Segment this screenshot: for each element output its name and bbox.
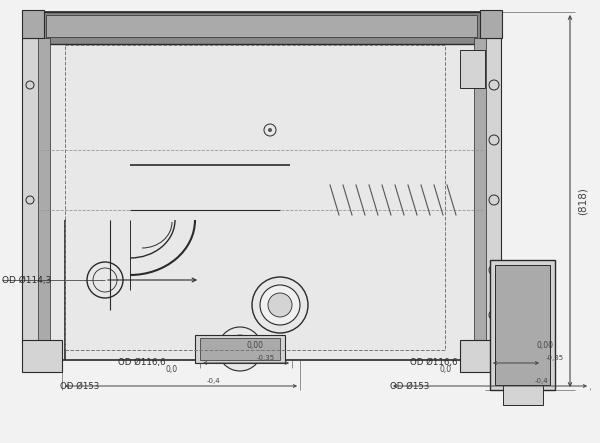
Bar <box>483 38 501 343</box>
Text: OD Ø116,6: OD Ø116,6 <box>410 358 458 368</box>
Bar <box>38 12 485 360</box>
Circle shape <box>268 128 272 132</box>
Circle shape <box>260 285 300 325</box>
Bar <box>474 38 486 343</box>
Bar <box>460 50 485 88</box>
Text: 0,00: 0,00 <box>536 341 554 350</box>
Circle shape <box>510 283 534 307</box>
Circle shape <box>514 312 530 328</box>
Text: OD Ø153: OD Ø153 <box>390 381 430 390</box>
Circle shape <box>226 335 254 363</box>
Bar <box>464 67 480 77</box>
Bar <box>22 38 40 343</box>
Text: (818): (818) <box>578 187 588 215</box>
Bar <box>38 38 50 343</box>
Bar <box>460 340 502 372</box>
Text: 0,0: 0,0 <box>440 365 452 374</box>
Bar <box>42 12 481 44</box>
Bar <box>503 385 543 405</box>
Bar <box>195 335 285 363</box>
Circle shape <box>268 293 292 317</box>
Text: -0,4: -0,4 <box>535 378 548 384</box>
Text: 0,00: 0,00 <box>247 341 263 350</box>
Bar <box>65 45 445 350</box>
Text: OD Ø114,3: OD Ø114,3 <box>2 276 52 284</box>
Circle shape <box>504 277 540 313</box>
Bar <box>480 10 502 38</box>
Bar <box>495 265 550 385</box>
Text: OD Ø153: OD Ø153 <box>60 381 100 390</box>
Text: 0,0: 0,0 <box>165 365 177 374</box>
Circle shape <box>252 277 308 333</box>
Bar <box>200 338 280 360</box>
Text: -0,35: -0,35 <box>257 355 275 361</box>
Bar <box>46 15 477 37</box>
Bar <box>490 260 555 390</box>
Bar <box>22 10 44 38</box>
Text: OD Ø116,6: OD Ø116,6 <box>118 358 166 368</box>
Bar <box>464 54 480 64</box>
Text: -0,35: -0,35 <box>546 355 564 361</box>
Text: -0,4: -0,4 <box>207 378 221 384</box>
Bar <box>22 340 62 372</box>
Circle shape <box>218 327 262 371</box>
